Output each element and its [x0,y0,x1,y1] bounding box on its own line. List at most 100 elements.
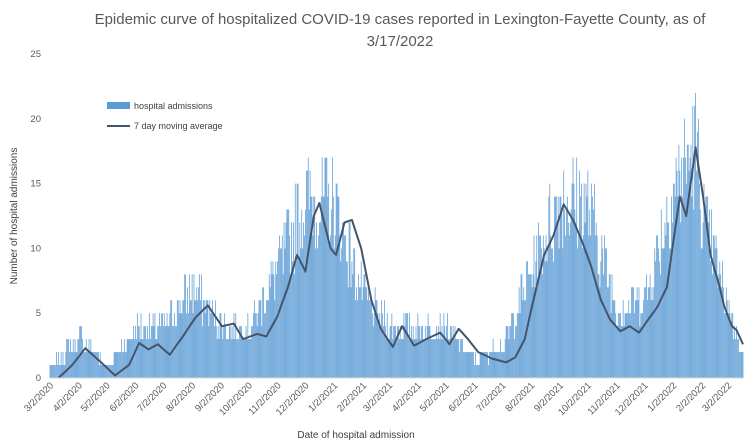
admission-bar [527,261,528,378]
admission-bar [83,352,84,378]
admission-bar [105,365,107,378]
admission-bar [482,352,484,378]
admission-bar [740,352,742,378]
admission-bar [499,352,500,378]
admission-bar [286,209,288,378]
admission-bar [419,326,421,378]
x-tick-label: 8/2/2021 [503,380,537,414]
admission-bar [557,196,559,378]
admission-bar [195,300,197,378]
admission-bar [239,326,240,378]
admission-bar [667,222,669,378]
admission-bar [251,326,252,378]
admission-bar [150,326,152,378]
admission-bar [685,157,686,378]
admission-bar [263,287,265,378]
admission-bar [506,326,508,378]
admission-bar [717,287,719,378]
admission-bar [481,352,483,378]
admission-bar [381,300,383,378]
admission-bar [259,300,261,378]
admission-bar [83,352,85,378]
admission-bar [724,313,726,378]
x-axis-label: Date of hospital admission [297,430,414,441]
admission-bar [308,209,310,378]
admission-bar [136,339,137,378]
admission-bar [571,183,573,378]
admission-bar [620,313,621,378]
admission-bar [288,209,290,378]
admission-bar [425,339,427,378]
admission-bar [661,248,663,378]
admission-bar [219,313,221,378]
admission-bar [234,339,236,378]
admission-bar [577,248,579,378]
admission-bar [616,326,618,378]
admission-bar [630,313,631,378]
admission-bar [649,274,651,378]
admission-bar [474,365,475,378]
admission-bar [681,157,683,378]
admission-bar [734,326,736,378]
admission-bar [395,326,396,378]
admission-bar [417,313,419,378]
admission-bar [720,274,722,378]
admission-bar [660,209,662,378]
admission-bar [711,209,712,378]
admission-bar [93,352,95,378]
admission-bar [312,235,314,378]
admission-bar [423,339,425,378]
admission-bar [56,352,57,378]
admission-bar [178,313,180,378]
admission-bar [124,352,126,378]
legend: hospital admissions 7 day moving average [107,101,223,131]
admission-bar [564,209,566,378]
admission-bar [66,339,68,378]
admission-bar [402,339,404,378]
admission-bar [545,235,547,378]
admission-bar [228,326,230,378]
admission-bar [473,352,474,378]
admission-bar [143,326,145,378]
admission-bar [152,313,154,378]
admission-bar [510,326,512,378]
admission-bar [733,339,735,378]
admission-bar [446,326,448,378]
admission-bar [329,248,330,378]
admission-bar [285,222,287,378]
admission-bar [262,287,264,378]
admission-bar [556,222,558,378]
admission-bar [108,365,109,378]
admission-bar [244,339,246,378]
admission-bar [663,248,665,378]
admission-bar [410,326,412,378]
admission-bar [423,339,424,378]
admission-bar [599,287,601,378]
admission-bar [291,222,292,378]
admission-bar [716,248,718,378]
admission-bar [503,352,505,378]
x-tick-label: 8/2/2020 [164,380,198,414]
admission-bar [388,339,390,378]
admission-bar [123,339,125,378]
admission-bar [409,313,410,378]
admission-bar [401,339,403,378]
admission-bar [428,326,430,378]
admission-bar [617,326,618,378]
admission-bar [231,326,233,378]
admission-bar [443,313,445,378]
admission-bar [591,183,592,378]
admission-bar [322,196,324,378]
admission-bar [290,274,291,378]
admission-bar [235,313,237,378]
admission-bar [281,235,283,378]
admission-bar [644,287,645,378]
admission-bar [575,222,577,378]
admission-bar [256,326,258,378]
admission-bar [161,313,162,378]
admission-bar [356,287,357,378]
admission-bar [225,326,226,378]
admission-bar [708,222,710,378]
admission-bar [508,339,510,378]
admission-bar [625,313,627,378]
